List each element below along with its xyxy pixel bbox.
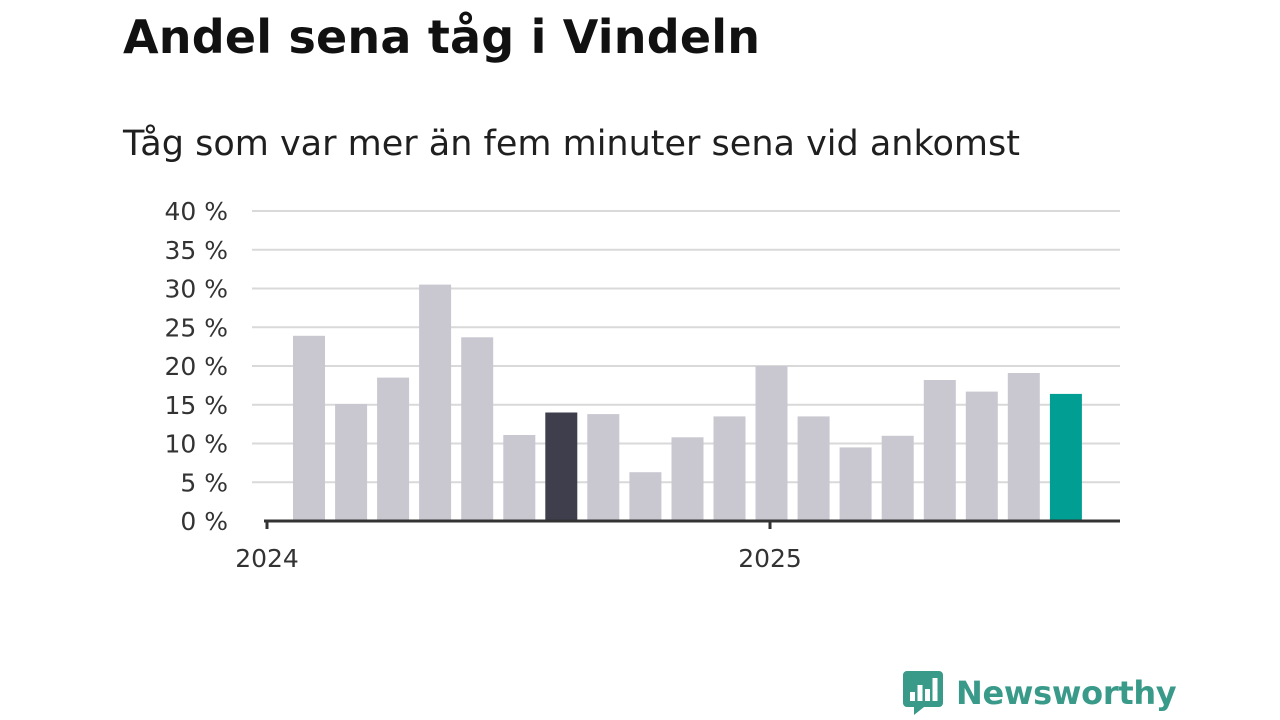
- bars: [293, 284, 1082, 522]
- bar: [587, 414, 620, 521]
- bar: [545, 412, 578, 521]
- y-tick-label: 15 %: [164, 391, 228, 420]
- y-tick-label: 5 %: [180, 468, 228, 497]
- bar: [755, 366, 788, 521]
- y-tick-label: 25 %: [164, 313, 228, 342]
- x-tick-label: 2025: [738, 544, 802, 573]
- y-tick-label: 35 %: [164, 236, 228, 265]
- bar: [293, 335, 325, 521]
- y-tick-label: 40 %: [164, 197, 228, 226]
- bar: [1049, 393, 1082, 521]
- bar: [671, 437, 704, 521]
- bar: [377, 377, 410, 521]
- y-tick-label: 0 %: [180, 507, 228, 536]
- bar: [335, 404, 368, 521]
- bar: [1007, 373, 1040, 521]
- grid-lines: [252, 210, 1120, 484]
- x-axis: [264, 519, 1120, 529]
- bar: [881, 435, 914, 522]
- bar-chart: 0 %5 %10 %15 %20 %25 %30 %35 %40 % 2024 2…: [164, 197, 1120, 573]
- y-axis-tick-labels: 0 % 5 % 10 % 15 % 20 % 25 % 30 % 35 % 40 %: [164, 197, 228, 536]
- logo-text: Newsworthy: [956, 674, 1177, 712]
- bar: [503, 435, 536, 521]
- chart-title: Andel sena tåg i Vindeln: [123, 10, 761, 64]
- y-tick-label: 10 %: [164, 430, 228, 459]
- bar: [461, 337, 494, 521]
- bar: [629, 472, 662, 521]
- chart-subtitle: Tåg som var mer än fem minuter sena vid …: [123, 124, 1020, 164]
- bar: [923, 380, 956, 521]
- bar: [713, 416, 746, 521]
- x-tick-label: 2024: [235, 544, 299, 573]
- bar: [839, 447, 872, 521]
- y-tick-label: 30 %: [164, 275, 228, 304]
- bar: [797, 416, 830, 521]
- bar: [419, 284, 452, 521]
- newsworthy-logo: Newsworthy: [902, 670, 1177, 716]
- x-axis-tick-labels: 2024 2025: [235, 544, 802, 573]
- bar-chart-speech-bubble-icon: [903, 671, 943, 715]
- y-tick-label: 20 %: [164, 352, 228, 381]
- bar: [965, 391, 998, 521]
